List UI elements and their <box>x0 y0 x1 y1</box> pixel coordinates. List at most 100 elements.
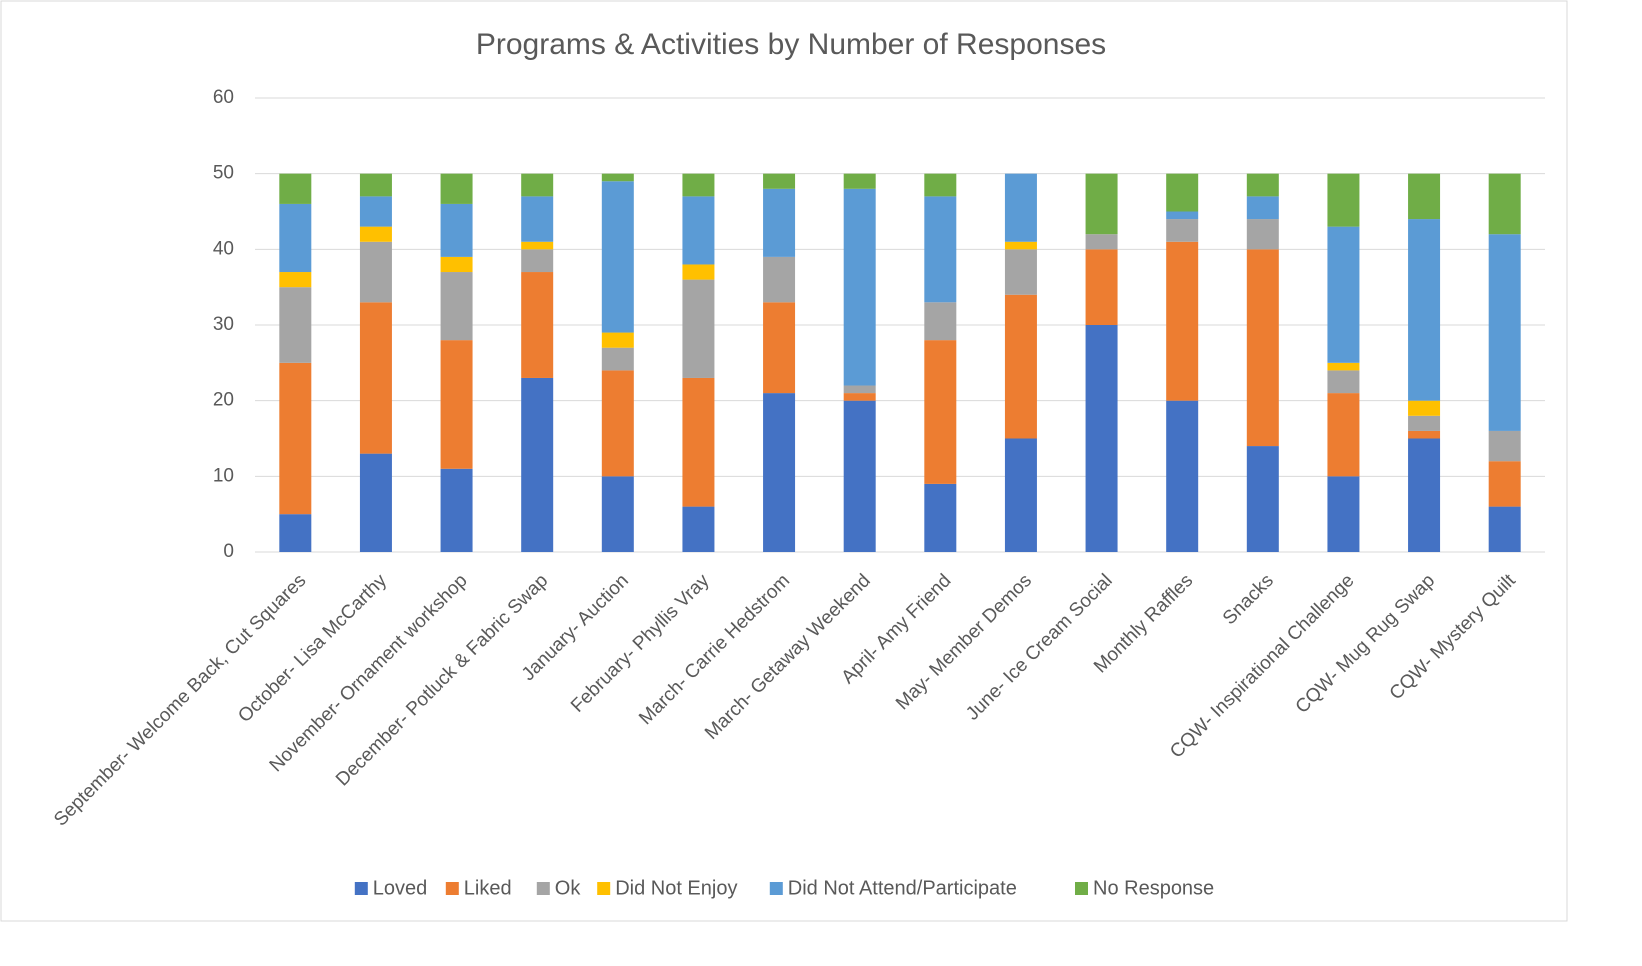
bar-segment <box>279 272 312 288</box>
bar-segment <box>601 173 634 182</box>
bar-segment <box>1488 461 1521 507</box>
bar-segment <box>521 241 554 250</box>
bar-segment <box>521 173 554 197</box>
y-tick-label: 50 <box>213 163 234 184</box>
legend-label: Did Not Attend/Participate <box>788 877 1017 899</box>
bar-segment <box>1085 249 1118 325</box>
legend-swatch <box>445 882 459 895</box>
bar-segment <box>1166 241 1199 401</box>
bar-segment <box>1166 400 1199 552</box>
bar-segment <box>1085 325 1118 552</box>
bar-segment <box>682 279 715 378</box>
bar-segment <box>440 340 473 469</box>
bar-segment <box>1085 173 1118 235</box>
bar-segment <box>1166 211 1199 220</box>
bar-segment <box>1246 249 1279 447</box>
bar-segment <box>1488 430 1521 462</box>
bar-segment <box>1488 506 1521 552</box>
bar-segment <box>924 302 957 341</box>
bar-segment <box>1408 415 1441 431</box>
bar-segment <box>843 385 876 394</box>
bar-segment <box>359 241 392 303</box>
bar-segment <box>1246 173 1279 197</box>
bar-segment <box>682 173 715 197</box>
bar-segment <box>1246 446 1279 552</box>
bar-segment <box>1166 173 1199 212</box>
bar-segment <box>1004 173 1037 242</box>
bar-segment <box>1327 476 1360 552</box>
bar-segment <box>440 272 473 341</box>
bar-segment <box>682 264 715 280</box>
bar-segment <box>440 468 473 552</box>
bar-segment <box>924 340 957 484</box>
bar-segment <box>359 302 392 454</box>
bar-segment <box>359 173 392 197</box>
bar-segment <box>359 226 392 242</box>
bar-segment <box>1246 219 1279 250</box>
y-tick-label: 40 <box>213 238 234 259</box>
bar-segment <box>1004 249 1037 295</box>
legend-swatch <box>769 882 783 895</box>
bar-segment <box>763 188 796 257</box>
bar-segment <box>763 173 796 189</box>
bar-segment <box>682 196 715 265</box>
legend-label: Did Not Enjoy <box>615 877 737 899</box>
legend-label: No Response <box>1093 877 1214 899</box>
legend-label: Loved <box>373 877 428 899</box>
legend-swatch <box>536 882 550 895</box>
bar-segment <box>359 453 392 552</box>
bar-segment <box>924 196 957 303</box>
bar-segment <box>440 256 473 273</box>
bar-segment <box>359 196 392 227</box>
bar-segment <box>682 506 715 552</box>
bar-segment <box>1085 234 1118 250</box>
bar-segment <box>1408 400 1441 416</box>
bar-segment <box>763 256 796 303</box>
bar-segment <box>1408 438 1441 552</box>
bar-segment <box>1327 370 1360 394</box>
bar-segment <box>521 196 554 242</box>
bar-segment <box>601 347 634 371</box>
bar-segment <box>843 188 876 386</box>
bar-segment <box>843 400 876 552</box>
bar-segment <box>279 287 312 363</box>
bar-segment <box>279 203 312 273</box>
bar-segment <box>763 393 796 552</box>
bar-segment <box>440 203 473 257</box>
bar-segment <box>440 173 473 204</box>
bar-segment <box>1408 430 1441 439</box>
bar-segment <box>601 181 634 333</box>
y-tick-label: 20 <box>213 390 234 411</box>
bar-segment <box>1408 173 1441 220</box>
bar-segment <box>1166 219 1199 242</box>
y-tick-label: 10 <box>213 465 234 486</box>
bar-segment <box>1327 362 1360 371</box>
bar-segment <box>1488 234 1521 431</box>
legend-swatch <box>1075 882 1088 895</box>
legend-label: Liked <box>464 877 512 899</box>
bar-segment <box>843 393 876 401</box>
bar-segment <box>279 173 312 204</box>
bar-segment <box>521 377 554 552</box>
bar-segment <box>682 377 715 507</box>
y-tick-label: 60 <box>213 87 234 108</box>
bar-segment <box>843 173 876 189</box>
bar-segment <box>1488 173 1521 235</box>
bar-segment <box>1004 241 1037 250</box>
bar-segment <box>1246 196 1279 220</box>
legend-swatch <box>354 882 368 895</box>
bar-segment <box>1327 393 1360 477</box>
bar-segment <box>279 514 312 552</box>
bar-segment <box>601 476 634 552</box>
y-tick-label: 30 <box>213 314 234 335</box>
bar-segment <box>279 362 312 515</box>
bar-segment <box>601 370 634 477</box>
bar-segment <box>1327 226 1360 363</box>
bar-segment <box>521 249 554 273</box>
bar-segment <box>1408 219 1441 401</box>
y-tick-label: 0 <box>223 541 234 562</box>
bar-segment <box>924 173 957 197</box>
bar-segment <box>601 332 634 348</box>
bar-segment <box>924 483 957 552</box>
